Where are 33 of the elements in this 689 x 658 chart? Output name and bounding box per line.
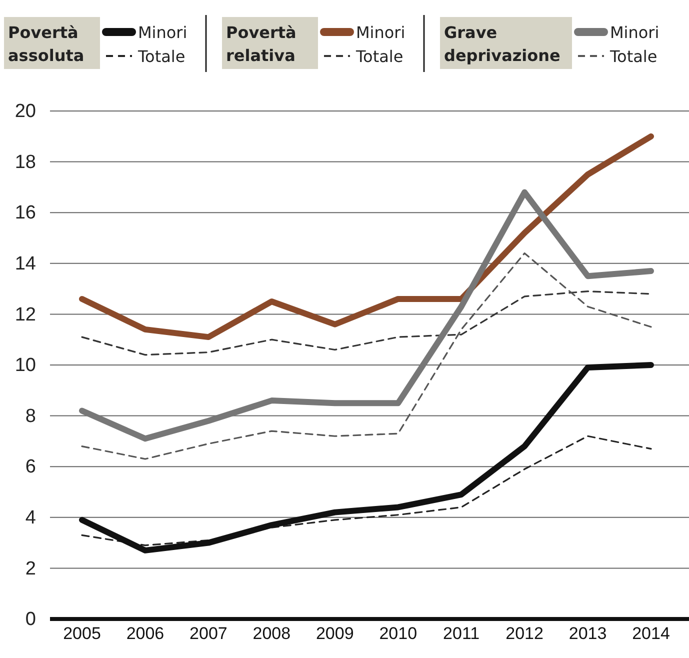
y-tick-label: 2 <box>25 558 36 580</box>
x-tick-label: 2005 <box>63 624 101 644</box>
x-tick-label: 2010 <box>379 624 418 644</box>
legend-label: Totale <box>355 47 404 66</box>
line-series <box>81 252 652 460</box>
x-tick-label: 2007 <box>190 624 228 644</box>
legend-label: Totale <box>137 47 186 66</box>
x-tick-label: 2009 <box>316 624 354 644</box>
x-tick-label: 2014 <box>632 624 670 644</box>
y-tick-label: 4 <box>25 507 36 528</box>
text: Grave deprivazione <box>444 23 561 65</box>
legend-label: Minori <box>138 23 188 42</box>
text: Povertà relativa <box>226 23 296 65</box>
y-tick-label: 10 <box>14 355 36 376</box>
x-tick-label: 2012 <box>506 624 544 644</box>
x-tick-label: 2013 <box>568 624 607 644</box>
x-tick-label: 2008 <box>252 624 291 644</box>
y-tick-label: 12 <box>14 304 36 326</box>
line-series <box>81 290 652 356</box>
legend-label: Totale <box>609 47 658 66</box>
y-tick-label: 14 <box>14 253 36 274</box>
x-tick-label: 2006 <box>126 624 164 644</box>
x-tick-label: 2011 <box>443 624 480 644</box>
legend-label: Minori <box>610 23 660 42</box>
y-tick-label: 16 <box>14 202 36 224</box>
y-tick-label: 8 <box>25 406 36 427</box>
y-tick-label: 20 <box>14 101 36 122</box>
text: Povertà assoluta <box>8 23 84 65</box>
legend-label: Minori <box>356 23 406 42</box>
y-tick-label: 18 <box>14 152 36 173</box>
line-series <box>81 435 652 546</box>
y-tick-label: 6 <box>25 456 36 478</box>
y-tick-label: 0 <box>25 609 36 630</box>
